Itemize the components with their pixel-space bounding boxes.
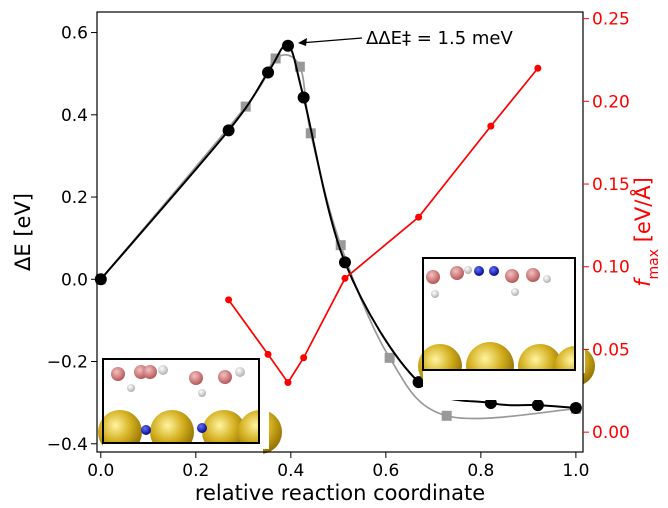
x-tick-label: 0.6: [372, 461, 399, 481]
x-axis-label: relative reaction coordinate: [195, 481, 485, 504]
marker: [415, 214, 422, 221]
inset-right: [418, 258, 595, 400]
y-tick-label: −0.2: [47, 353, 88, 373]
chart: relative reaction coordinate ΔE [eV] fma…: [0, 0, 668, 504]
y2-tick-label: 0.25: [592, 10, 630, 30]
marker: [298, 92, 310, 104]
marker: [487, 123, 494, 130]
y2-label-sub: max: [646, 249, 662, 280]
y2-axis-label: fmax [eV/Å]: [629, 177, 662, 287]
x-tick-label: 1.0: [562, 461, 589, 481]
x-tick-label: 0.4: [277, 461, 304, 481]
marker: [223, 124, 235, 136]
marker: [570, 402, 582, 414]
marker: [339, 256, 351, 268]
annotation: ΔΔE‡ = 1.5 meV: [366, 28, 513, 49]
y2-tick-label: 0.20: [592, 92, 630, 112]
y2-label-unit: [eV/Å]: [629, 177, 655, 249]
y-tick-label: 0.4: [61, 106, 88, 126]
y-tick-label: −0.4: [47, 435, 88, 455]
y2-tick-label: 0.15: [592, 175, 630, 195]
marker: [341, 275, 348, 282]
inset-left: [98, 359, 282, 473]
y2-tick-label: 0.05: [592, 340, 630, 360]
marker: [442, 411, 452, 421]
x-tick-label: 0.2: [182, 461, 209, 481]
marker: [534, 65, 541, 72]
y-tick-label: 0.0: [61, 270, 88, 290]
x-tick-label: 0.0: [87, 461, 114, 481]
annotation-arrow: [300, 38, 362, 43]
marker: [532, 399, 544, 411]
marker: [284, 379, 291, 386]
marker: [262, 66, 274, 78]
y-axis-label: ΔE [eV]: [11, 193, 35, 271]
arrow-head: [298, 38, 307, 46]
y-tick-label: 0.6: [61, 24, 88, 44]
marker: [265, 351, 272, 358]
marker: [300, 354, 307, 361]
y2-tick-label: 0.10: [592, 258, 630, 278]
y-tick-label: 0.2: [61, 188, 88, 208]
x-tick-label: 0.8: [467, 461, 494, 481]
y2-tick-label: 0.00: [592, 423, 630, 443]
marker: [385, 353, 395, 363]
marker: [282, 40, 294, 52]
marker: [225, 296, 232, 303]
